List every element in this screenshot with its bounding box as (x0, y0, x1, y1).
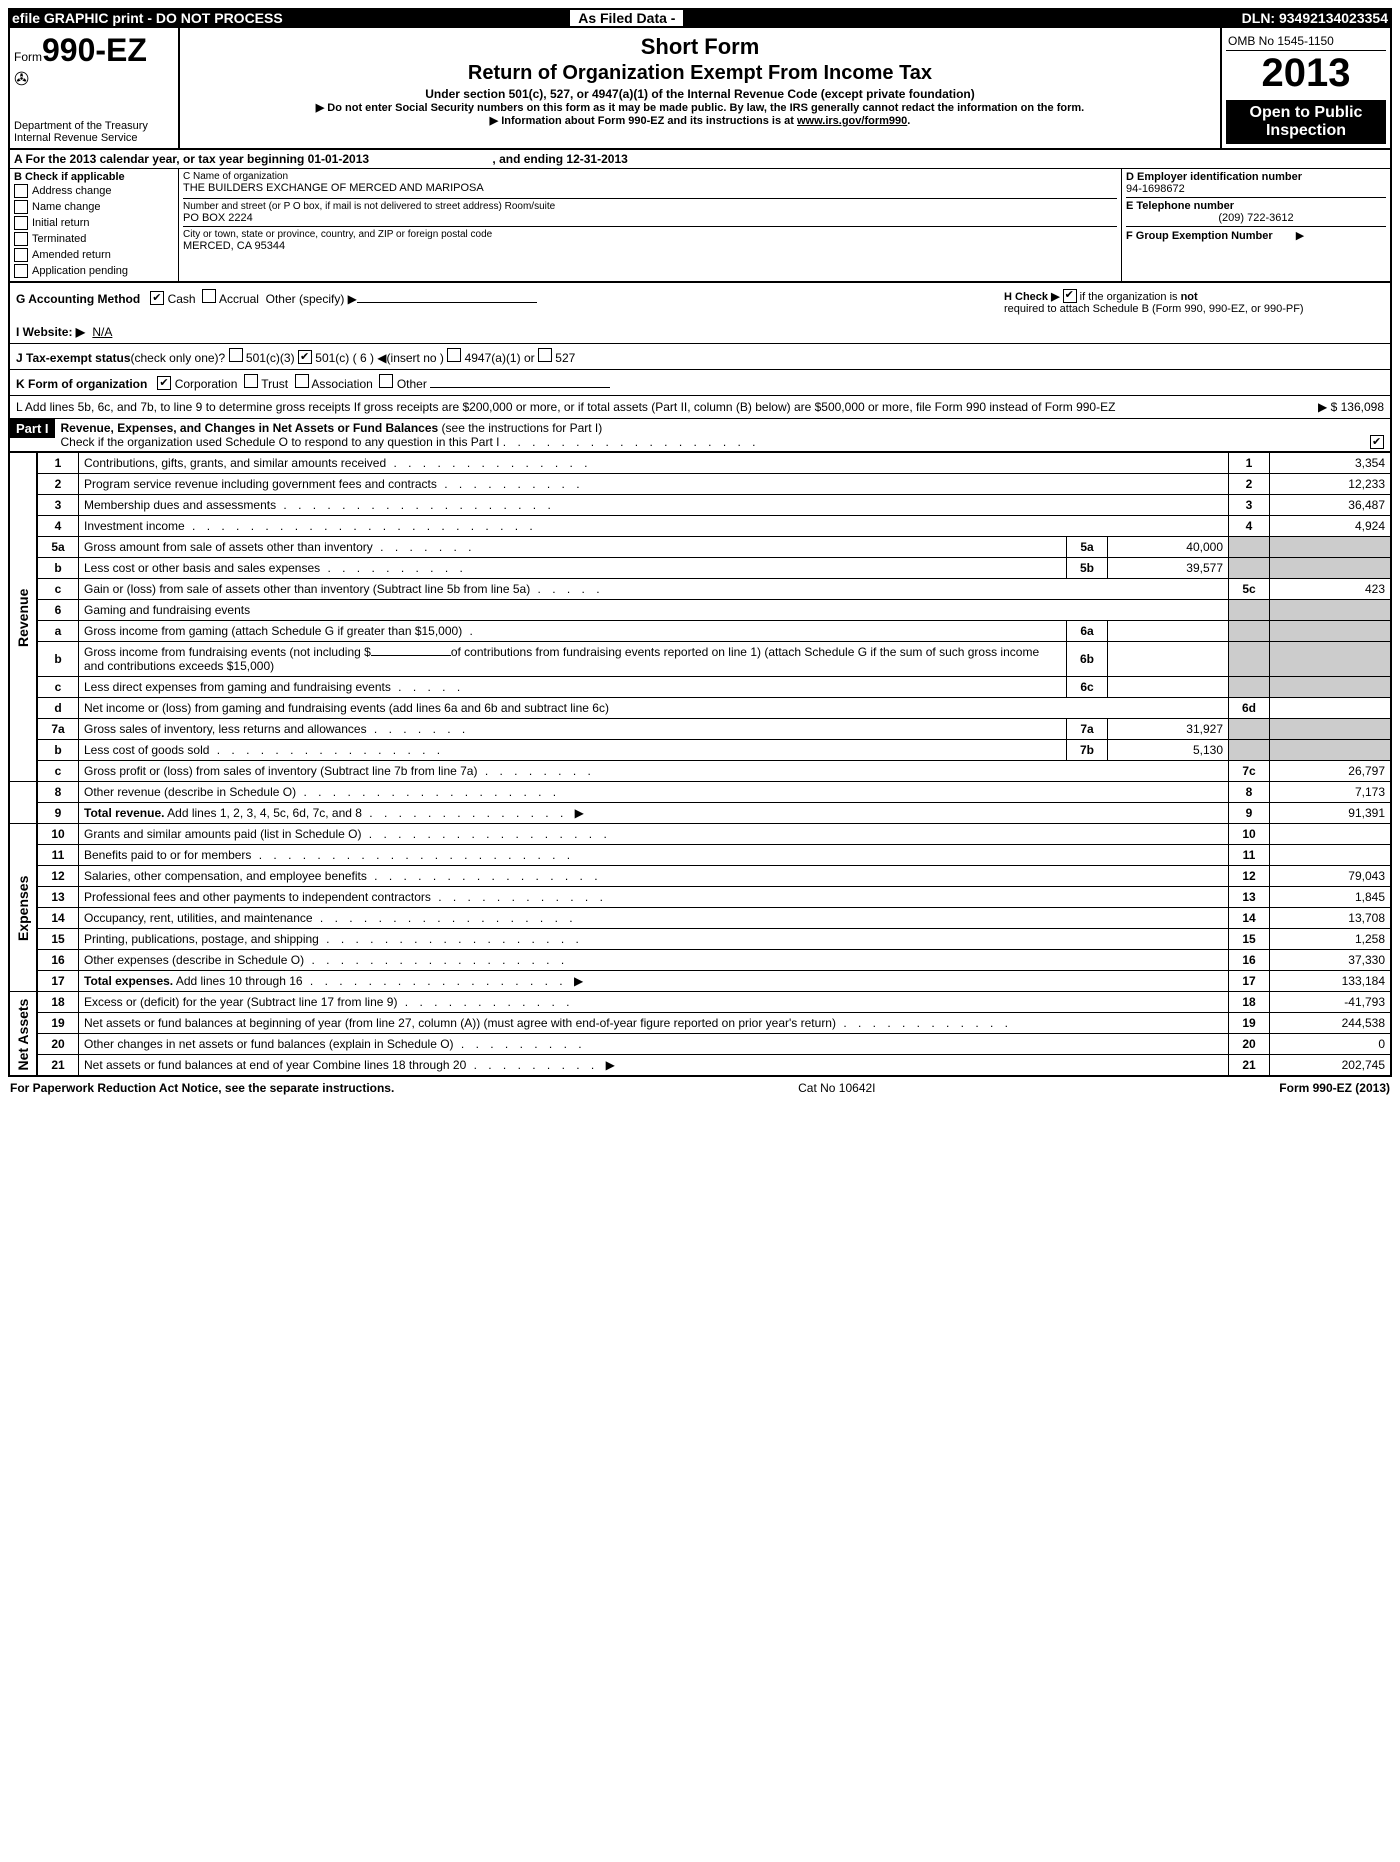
chk-scho[interactable] (1370, 435, 1384, 449)
row-i: I Website: ▶ N/A (8, 321, 1392, 343)
part1-header: Part I Revenue, Expenses, and Changes in… (8, 418, 1392, 452)
line-10: Expenses 10 Grants and similar amounts p… (9, 824, 1391, 845)
website: N/A (92, 325, 112, 339)
section-a: A For the 2013 calendar year, or tax yea… (8, 150, 1392, 283)
line-6b: b Gross income from fundraising events (… (9, 642, 1391, 677)
chk-501c3[interactable] (229, 348, 243, 362)
note2: ▶ Information about Form 990-EZ and its … (184, 114, 1216, 127)
row-k: K Form of organization Corporation Trust… (8, 369, 1392, 395)
tax-year: 2013 (1226, 51, 1386, 96)
line-7b: b Less cost of goods sold . . . . . . . … (9, 740, 1391, 761)
h-check: H Check ▶ if the organization is not req… (1004, 289, 1384, 315)
col-b: B Check if applicable Address change Nam… (10, 169, 179, 281)
chk-name[interactable]: Name change (14, 199, 174, 215)
phone: (209) 722-3612 (1126, 212, 1386, 224)
main-table: Revenue 1 Contributions, gifts, grants, … (8, 452, 1392, 1077)
chk-trust[interactable] (244, 374, 258, 388)
main-title: Return of Organization Exempt From Incom… (184, 62, 1216, 85)
header-left: Form990-EZ ✇ Department of the Treasury … (10, 28, 180, 148)
asfiled-label: As Filed Data - (570, 10, 683, 26)
line-5b: b Less cost or other basis and sales exp… (9, 558, 1391, 579)
note1: ▶ Do not enter Social Security numbers o… (184, 101, 1216, 114)
chk-corp[interactable] (157, 376, 171, 390)
chk-other[interactable] (379, 374, 393, 388)
line-7c: c Gross profit or (loss) from sales of i… (9, 761, 1391, 782)
row-gh: G Accounting Method Cash Accrual Other (… (8, 283, 1392, 321)
dln-label: DLN: 93492134023354 (1242, 10, 1388, 26)
line-4: 4 Investment income . . . . . . . . . . … (9, 516, 1391, 537)
row-bcdef: B Check if applicable Address change Nam… (10, 169, 1390, 281)
line-9: 9 Total revenue. Add lines 1, 2, 3, 4, 5… (9, 803, 1391, 824)
line-20: 20 Other changes in net assets or fund b… (9, 1034, 1391, 1055)
row-j: J Tax-exempt status(check only one)? 501… (8, 343, 1392, 369)
chk-initial[interactable]: Initial return (14, 215, 174, 231)
chk-527[interactable] (538, 348, 552, 362)
line-21: 21 Net assets or fund balances at end of… (9, 1055, 1391, 1077)
line-1: Revenue 1 Contributions, gifts, grants, … (9, 453, 1391, 474)
gross-receipts: 136,098 (1341, 400, 1384, 414)
ein: 94-1698672 (1126, 183, 1386, 195)
line-15: 15 Printing, publications, postage, and … (9, 929, 1391, 950)
side-expenses: Expenses (9, 824, 37, 992)
g-accounting: G Accounting Method Cash Accrual Other (… (16, 289, 984, 315)
footer-right: Form 990-EZ (2013) (1279, 1081, 1390, 1095)
form-header: Form990-EZ ✇ Department of the Treasury … (8, 28, 1392, 150)
line-6a: a Gross income from gaming (attach Sched… (9, 621, 1391, 642)
chk-501c[interactable] (298, 350, 312, 364)
side-netassets: Net Assets (9, 992, 37, 1077)
line-11: 11 Benefits paid to or for members . . .… (9, 845, 1391, 866)
line-14: 14 Occupancy, rent, utilities, and maint… (9, 908, 1391, 929)
open-public: Open to Public Inspection (1226, 100, 1386, 144)
line-6c: c Less direct expenses from gaming and f… (9, 677, 1391, 698)
chk-h[interactable] (1063, 289, 1077, 303)
col-c: C Name of organization THE BUILDERS EXCH… (179, 169, 1122, 281)
line-12: 12 Salaries, other compensation, and emp… (9, 866, 1391, 887)
line-18: Net Assets 18 Excess or (deficit) for th… (9, 992, 1391, 1013)
chk-cash[interactable] (150, 291, 164, 305)
chk-amended[interactable]: Amended return (14, 247, 174, 263)
row-l: L Add lines 5b, 6c, and 7b, to line 9 to… (8, 395, 1392, 418)
line-6d: d Net income or (loss) from gaming and f… (9, 698, 1391, 719)
line-17: 17 Total expenses. Add lines 10 through … (9, 971, 1391, 992)
org-name: THE BUILDERS EXCHANGE OF MERCED AND MARI… (183, 182, 1117, 194)
side-revenue: Revenue (9, 453, 37, 782)
chk-assoc[interactable] (295, 374, 309, 388)
line-3: 3 Membership dues and assessments . . . … (9, 495, 1391, 516)
chk-4947[interactable] (447, 348, 461, 362)
chk-terminated[interactable]: Terminated (14, 231, 174, 247)
short-form-title: Short Form (184, 34, 1216, 60)
top-bar: efile GRAPHIC print - DO NOT PROCESS As … (8, 8, 1392, 28)
efile-label: efile GRAPHIC print - DO NOT PROCESS (12, 10, 566, 26)
footer: For Paperwork Reduction Act Notice, see … (8, 1077, 1392, 1099)
footer-center: Cat No 10642I (798, 1081, 875, 1095)
line-5a: 5a Gross amount from sale of assets othe… (9, 537, 1391, 558)
col-def: D Employer identification number 94-1698… (1122, 169, 1390, 281)
header-right: OMB No 1545-1150 2013 Open to Public Ins… (1222, 28, 1390, 148)
line-19: 19 Net assets or fund balances at beginn… (9, 1013, 1391, 1034)
footer-left: For Paperwork Reduction Act Notice, see … (10, 1081, 394, 1095)
org-city: MERCED, CA 95344 (183, 240, 1117, 252)
line-2: 2 Program service revenue including gove… (9, 474, 1391, 495)
line-5c: c Gain or (loss) from sale of assets oth… (9, 579, 1391, 600)
chk-address[interactable]: Address change (14, 183, 174, 199)
row-a: A For the 2013 calendar year, or tax yea… (10, 150, 1390, 169)
line-6: 6 Gaming and fundraising events (9, 600, 1391, 621)
line-16: 16 Other expenses (describe in Schedule … (9, 950, 1391, 971)
line-8: 8 Other revenue (describe in Schedule O)… (9, 782, 1391, 803)
chk-accrual[interactable] (202, 289, 216, 303)
line-7a: 7a Gross sales of inventory, less return… (9, 719, 1391, 740)
header-center: Short Form Return of Organization Exempt… (180, 28, 1222, 148)
subtitle: Under section 501(c), 527, or 4947(a)(1)… (184, 87, 1216, 101)
org-street: PO BOX 2224 (183, 212, 1117, 224)
part1-label: Part I (10, 419, 55, 438)
omb-no: OMB No 1545-1150 (1226, 32, 1386, 51)
chk-pending[interactable]: Application pending (14, 263, 174, 279)
line-13: 13 Professional fees and other payments … (9, 887, 1391, 908)
